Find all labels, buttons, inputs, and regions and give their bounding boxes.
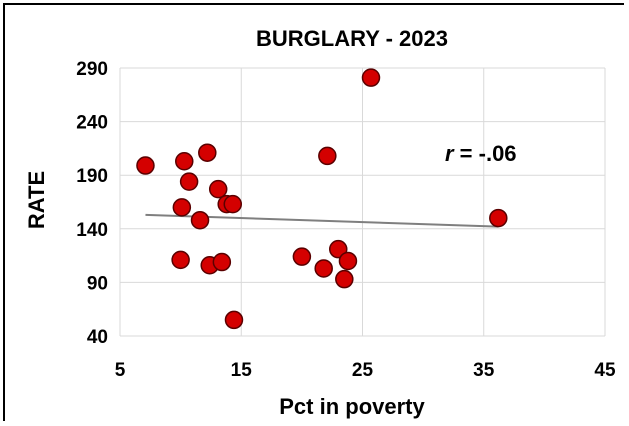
x-tick-label: 5 [115,360,126,381]
data-point [335,269,354,289]
data-point [329,239,348,259]
correlation-annotation: r = -.06 [445,141,517,166]
data-point [190,210,210,230]
y-tick-label: 290 [76,59,108,80]
y-tick-label: 140 [76,220,108,241]
chart-frame [3,3,624,421]
data-point [224,310,244,330]
y-tick-label: 190 [76,166,108,187]
x-tick-label: 15 [231,360,253,381]
data-point [361,68,381,87]
chart-title: BURGLARY - 2023 [256,26,448,51]
data-point [318,146,337,166]
data-point [223,194,243,214]
data-point [179,172,199,191]
x-tick-label: 25 [352,360,374,381]
data-point [208,179,228,199]
data-point [212,252,232,272]
data-point [175,152,194,171]
data-point [172,198,192,217]
x-tick-label: 35 [473,360,495,381]
y-tick-labels: 40 90 140 190 240 290 [76,59,108,348]
x-tick-labels: 5 15 25 35 45 [115,360,616,381]
x-tick-label: 45 [594,360,616,381]
y-axis-label: RATE [24,171,49,229]
data-point [338,251,358,271]
r-value: = -.06 [454,141,517,166]
data-point [171,250,190,270]
data-point [489,208,508,228]
y-tick-label: 240 [76,113,108,134]
y-tick-label: 90 [87,273,108,294]
data-point [292,247,312,266]
r-symbol: r [445,141,455,166]
y-tick-label: 40 [87,327,108,348]
data-point [314,259,333,278]
data-point [136,156,155,175]
data-point [198,143,217,162]
gridlines [119,67,606,337]
x-axis-label: Pct in poverty [279,394,425,419]
data-points [136,68,508,330]
